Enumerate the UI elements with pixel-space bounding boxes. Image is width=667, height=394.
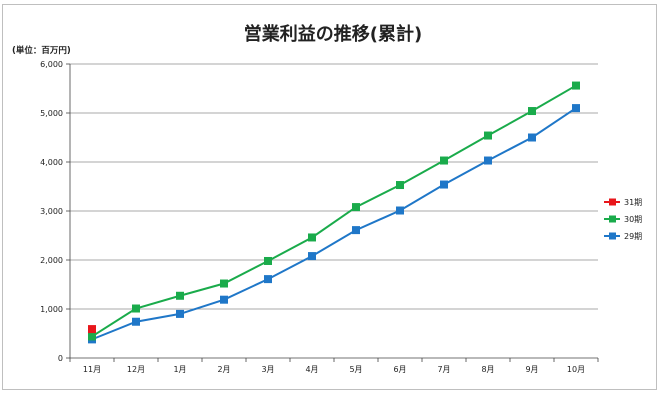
series-line-30期 [91, 84, 577, 338]
unit-label: (単位：百万円) [12, 45, 71, 56]
data-point-31期 [88, 325, 96, 334]
x-tick-label: 3月 [261, 365, 274, 374]
data-point-30期 [572, 81, 580, 90]
data-point-30期 [220, 279, 228, 288]
legend-marker [609, 215, 616, 223]
legend-entry: 31期 [604, 198, 642, 207]
data-point-29期 [528, 133, 536, 142]
data-point-29期 [572, 104, 580, 113]
chart-title: 営業利益の推移(累計) [244, 23, 422, 45]
x-tick-label: 11月 [83, 365, 101, 374]
x-tick-label: 5月 [349, 365, 362, 374]
legend-label: 31期 [624, 198, 642, 207]
data-point-29期 [176, 309, 184, 318]
legend-label: 30期 [624, 215, 642, 224]
legend-marker [609, 232, 616, 240]
legend: 31期 30期 29期 [604, 198, 642, 241]
y-tick-label: 3,000 [40, 207, 63, 216]
series-lines [88, 81, 580, 344]
x-tick-label: 2月 [217, 365, 230, 374]
data-point-30期 [308, 233, 316, 242]
y-tick-label: 6,000 [40, 60, 63, 69]
data-point-29期 [308, 252, 316, 261]
y-tick-label: 1,000 [40, 305, 63, 314]
x-tick-label: 10月 [567, 365, 585, 374]
data-point-30期 [352, 203, 360, 212]
series-line-29期 [91, 107, 577, 341]
data-point-29期 [484, 156, 492, 165]
legend-entry: 30期 [604, 215, 642, 224]
x-tick-label: 6月 [393, 365, 406, 374]
gridlines [70, 63, 598, 310]
legend-label: 29期 [624, 232, 642, 241]
legend-entry: 29期 [604, 232, 642, 241]
y-tick-label: 4,000 [40, 158, 63, 167]
y-tick-label: 5,000 [40, 109, 63, 118]
data-point-30期 [396, 181, 404, 190]
data-point-29期 [132, 317, 140, 326]
y-tick-label: 0 [58, 354, 63, 363]
x-tick-label: 7月 [437, 365, 450, 374]
legend-marker [609, 198, 616, 206]
x-tick-label: 9月 [525, 365, 538, 374]
data-point-30期 [264, 256, 272, 265]
data-point-29期 [440, 180, 448, 189]
data-point-30期 [440, 156, 448, 165]
x-tick-label: 8月 [481, 365, 494, 374]
axes: 0 1,000 2,000 3,000 4,000 5,000 6,000 11月 12月 1月 2… [40, 60, 599, 374]
data-point-29期 [220, 295, 228, 304]
data-point-30期 [88, 332, 96, 341]
y-tick-label: 2,000 [40, 256, 63, 265]
chart-area [2, 4, 657, 390]
data-point-29期 [396, 206, 404, 215]
x-tick-label: 12月 [127, 365, 145, 374]
data-point-30期 [132, 304, 140, 313]
x-tick-label: 1月 [173, 365, 186, 374]
data-point-29期 [264, 275, 272, 284]
data-point-29期 [352, 226, 360, 235]
data-point-30期 [484, 131, 492, 140]
x-tick-label: 4月 [305, 365, 318, 374]
data-point-30期 [176, 291, 184, 300]
data-point-30期 [528, 107, 536, 116]
